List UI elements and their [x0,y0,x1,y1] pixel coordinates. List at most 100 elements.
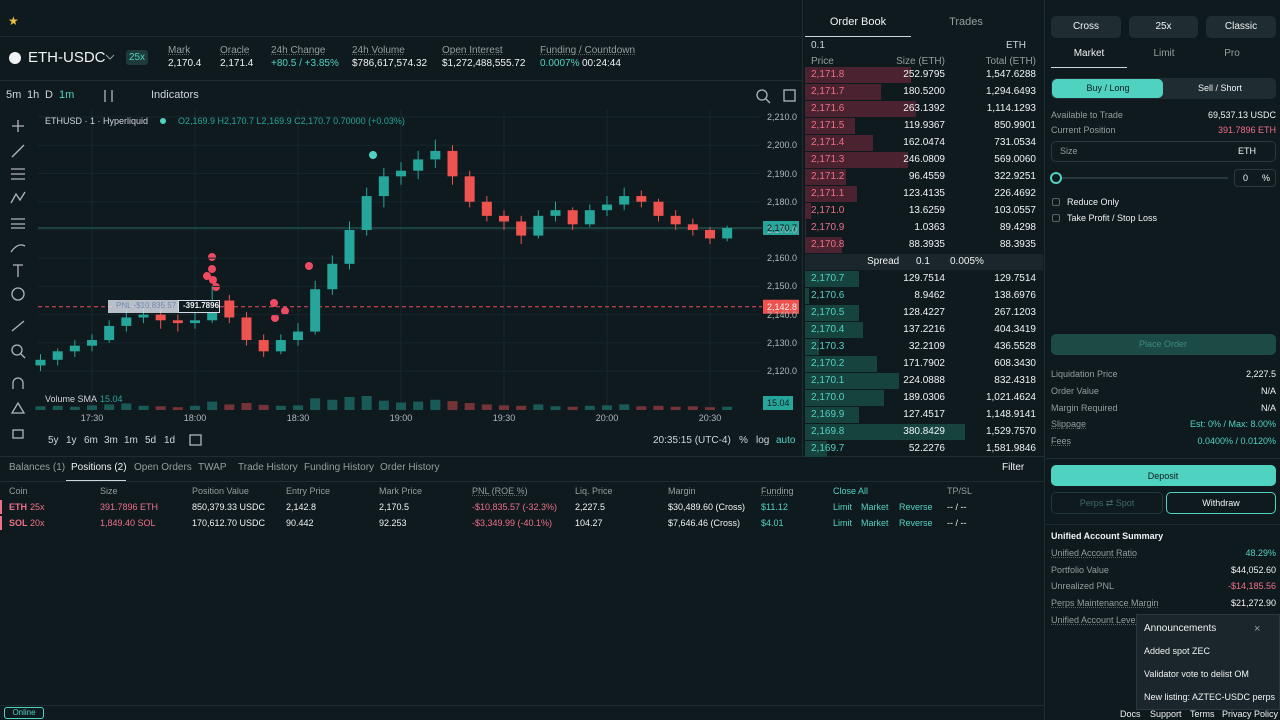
interval-button[interactable]: 1m [59,89,75,101]
top-divider [0,36,802,37]
footer-link[interactable]: Privacy Policy [1222,709,1279,719]
announcement-item[interactable]: New listing: AZTEC-USDC perps [1144,692,1276,702]
close-action[interactable]: Market [861,518,889,528]
margin-button[interactable] [1129,16,1198,38]
table-tab[interactable]: Funding History [304,462,375,473]
close-action[interactable]: Limit [833,518,853,528]
announcement-item[interactable]: Validator vote to delist OM [1144,669,1249,679]
table-tab[interactable]: Positions (2) [71,462,127,473]
table-tab[interactable]: TWAP [198,462,227,473]
candle-body [636,196,647,202]
book-price: 2,171.7 [811,86,845,97]
volume-bar [310,398,321,410]
depth-bar [805,305,859,321]
table-tab[interactable]: Trade History [238,462,298,473]
buy-button[interactable] [1052,79,1163,98]
stat-value: $1,272,488,555.72 [442,58,526,69]
depth-bar [805,407,859,423]
candle-body [224,300,235,318]
table-tab[interactable]: Open Orders [134,462,192,473]
interval-button[interactable]: 1h [27,89,40,101]
order-tab-underline [1051,67,1127,68]
trades-tab[interactable]: Trades [949,16,983,28]
chevron[interactable] [105,54,115,60]
depth-bar [805,203,811,219]
orderbook-tab[interactable]: Order Book [829,16,887,28]
scale-option[interactable]: auto [776,435,796,446]
sell-text[interactable]: Sell / Short [1197,83,1243,93]
table-tab[interactable]: Order History [380,462,440,473]
announcement-item[interactable]: Added spot ZEC [1144,646,1211,656]
table-header: Funding [761,486,794,496]
checkbox[interactable] [1052,198,1060,206]
depth-bar [805,339,819,355]
book-size: 96.4559 [908,171,945,182]
filter-button[interactable]: Filter [1002,462,1025,473]
checkbox[interactable] [1052,214,1060,222]
orderbook-divider [802,0,803,456]
order-type-tab[interactable]: Limit [1153,48,1175,59]
volume-bar [430,399,441,410]
book-total: 569.0060 [994,154,1036,165]
range-button[interactable]: 1d [164,435,176,446]
book-total: 322.9251 [994,171,1036,182]
interval-button[interactable]: D [45,89,53,101]
range-button[interactable]: 6m [84,435,98,446]
size-input[interactable] [1051,141,1276,162]
table-header: TP/SL [947,486,973,496]
range-button[interactable]: 5d [145,435,157,446]
tpsl[interactable]: -- / -- [947,518,967,528]
range-button[interactable]: 1m [124,435,138,446]
active-tab-underline [66,480,126,481]
order-type-tab[interactable]: Market [1073,48,1105,59]
coin: SOL [9,518,28,528]
range-button[interactable]: 3m [104,435,118,446]
close-action[interactable]: Reverse [899,502,933,512]
scale-option[interactable]: log [756,435,770,446]
transfer-button[interactable] [1051,492,1163,514]
footer-link[interactable]: Terms [1190,709,1215,719]
close-action[interactable]: Market [861,502,889,512]
close-action[interactable]: Limit [833,502,853,512]
place-order-button[interactable] [1051,334,1276,355]
favorite-star[interactable]: ★ [8,14,19,28]
mark-price: 92.253 [379,518,407,528]
candle-body [533,215,544,236]
tick-size-select[interactable]: 0.1 [811,40,825,51]
order-type-tab[interactable]: Pro [1224,48,1240,59]
summary-value: $44,052.60 [1230,564,1276,575]
close-action[interactable]: Reverse [899,518,933,528]
table-tab[interactable]: Balances (1) [9,462,66,473]
pnl-label: PNL -$10,835.57 [116,300,177,310]
y-tick-label: 2,150.0 [767,281,798,292]
pnl-box [108,299,178,313]
unit-select[interactable]: ETH [1006,40,1026,51]
volume-bar [190,405,200,410]
margin-button-text: Classic [1224,21,1258,32]
depth-bar [805,373,900,389]
scale-option[interactable]: % [739,435,748,446]
range-button[interactable]: 1y [66,435,77,446]
interval-button[interactable]: 5m [6,89,22,101]
range-button[interactable]: 5y [48,435,59,446]
footer-link[interactable]: Docs [1120,709,1141,719]
spread-row [805,254,1043,270]
close-popup[interactable]: × [1254,623,1261,635]
slider-handle[interactable] [1050,172,1062,184]
table-header: Mark Price [379,486,423,496]
depth-bar [805,101,916,117]
stat-label: Funding / Countdown [540,45,636,56]
info-label: Margin Required [1051,402,1118,413]
footer-link[interactable]: Support [1150,709,1182,719]
tpsl[interactable]: -- / -- [947,502,967,512]
withdraw-button[interactable] [1166,492,1276,514]
book-size: 171.7902 [903,358,945,369]
table-header[interactable]: Close All [833,486,869,496]
summary-label: Unified Account Leverage [1051,614,1154,625]
margin-button[interactable] [1206,16,1276,38]
drawing-tools[interactable] [10,89,796,446]
indicators-button[interactable]: Indicators [151,89,199,101]
margin-button[interactable] [1051,16,1121,38]
candle-body [190,320,200,324]
deposit-button[interactable] [1051,465,1276,486]
